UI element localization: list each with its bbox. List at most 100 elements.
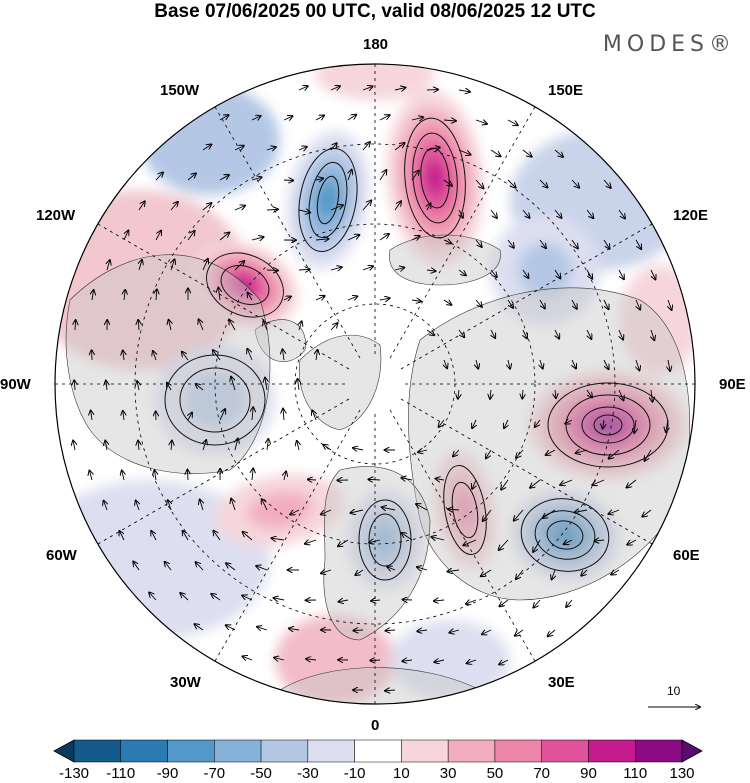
wind-arrow	[155, 172, 163, 181]
wind-arrow	[571, 179, 579, 188]
wind-arrow	[431, 537, 445, 540]
wind-arrow	[306, 659, 317, 660]
wind-arrow	[321, 570, 332, 573]
wind-arrow	[490, 269, 497, 277]
wind-arrow	[611, 570, 620, 575]
wind-arrow	[284, 472, 286, 481]
wind-arrow	[436, 479, 445, 480]
wind-arrow	[105, 441, 107, 451]
contour-2-1	[220, 265, 270, 305]
wind-arrow	[645, 449, 652, 461]
wind-arrow	[386, 630, 396, 631]
wind-arrow	[379, 115, 390, 121]
wind-arrow	[453, 449, 460, 456]
wind-arrow	[183, 531, 189, 541]
contour-5-0	[358, 499, 412, 581]
wind-arrow	[458, 90, 470, 92]
wind-arrow	[379, 298, 390, 300]
colorbar-swatch	[307, 739, 355, 763]
wind-arrow	[586, 389, 592, 397]
colorbar-swatch	[120, 739, 168, 763]
wind-arrow	[458, 149, 471, 155]
wind-arrow	[586, 269, 592, 279]
contour-7-1	[179, 367, 251, 433]
wind-arrow	[458, 269, 466, 275]
wind-arrow	[251, 116, 261, 120]
wind-arrow	[603, 239, 610, 249]
wind-arrow	[182, 352, 189, 361]
wind-arrow	[219, 233, 229, 241]
wind-arrow	[540, 359, 543, 369]
wind-arrow	[104, 501, 107, 511]
wind-arrow	[153, 351, 156, 361]
negative-anomaly-caspian-level-4	[554, 525, 576, 545]
wind-arrow	[171, 259, 174, 271]
wind-arrow	[566, 599, 573, 607]
lon-label-90w: 90W	[0, 376, 31, 393]
wind-arrow	[603, 179, 611, 188]
wind-arrow	[219, 115, 229, 121]
colorbar-tick-label: 70	[533, 765, 551, 782]
wind-arrow	[124, 231, 128, 241]
wind-arrow	[348, 170, 352, 181]
landmass-north-america	[65, 254, 271, 474]
wind-arrow	[290, 510, 300, 514]
wind-arrow	[266, 147, 276, 150]
wind-arrow	[234, 146, 244, 150]
wind-arrow	[443, 120, 456, 121]
lon-label-60e: 60E	[673, 547, 700, 564]
colorbar-swatch	[541, 739, 589, 763]
wind-arrow	[312, 410, 316, 421]
wind-arrow	[213, 350, 221, 361]
wind-arrow	[668, 359, 670, 371]
wind-arrow	[353, 448, 364, 450]
wind-arrow	[426, 147, 440, 150]
wind-arrow	[476, 359, 478, 369]
colorbar-extend-high	[681, 739, 703, 763]
wind-arrow	[75, 320, 76, 331]
wind-arrow	[603, 299, 609, 309]
wind-arrow	[417, 567, 428, 570]
wind-arrow	[297, 441, 299, 451]
wind-arrow	[371, 600, 381, 601]
wind-arrow	[574, 510, 588, 512]
wind-arrow	[321, 509, 332, 514]
colorbar-tick-label: -10	[343, 765, 366, 782]
wind-arrow	[417, 630, 428, 631]
wind-arrow	[581, 569, 588, 576]
wind-arrow	[609, 449, 620, 459]
wind-arrow	[651, 329, 654, 340]
contour-6-0	[443, 465, 487, 555]
wind-arrow	[426, 270, 436, 271]
wind-arrow	[482, 630, 492, 634]
landmass-alaska-siberia	[389, 234, 501, 286]
colorbar-swatch	[73, 739, 122, 763]
wind-arrow	[149, 592, 157, 601]
wind-arrow	[330, 86, 340, 90]
contour-1-1	[308, 161, 348, 239]
wind-arrow	[515, 629, 524, 636]
wind-arrow	[463, 539, 477, 545]
wind-arrow	[330, 205, 343, 211]
wind-arrow	[171, 441, 172, 451]
wind-arrow	[362, 86, 373, 90]
wind-arrow	[522, 149, 532, 157]
wind-arrow	[572, 359, 576, 368]
wind-arrow	[379, 234, 389, 241]
negative-anomaly-scandinavia-level-2	[372, 523, 398, 557]
lon-label-30w: 30W	[170, 674, 201, 691]
wind-arrow	[507, 179, 516, 188]
wind-arrow	[402, 533, 413, 541]
wind-arrow	[416, 504, 428, 511]
wind-arrow	[483, 509, 492, 521]
wind-arrow	[522, 269, 528, 278]
wind-arrow	[196, 562, 204, 571]
wind-arrow	[516, 569, 524, 579]
wind-arrow	[443, 300, 451, 305]
lon-label-120w: 120W	[36, 207, 76, 224]
wind-arrow	[267, 439, 268, 451]
lon-label-150e: 150E	[548, 82, 584, 99]
wind-arrow	[138, 320, 139, 331]
wind-vectors	[73, 86, 671, 691]
